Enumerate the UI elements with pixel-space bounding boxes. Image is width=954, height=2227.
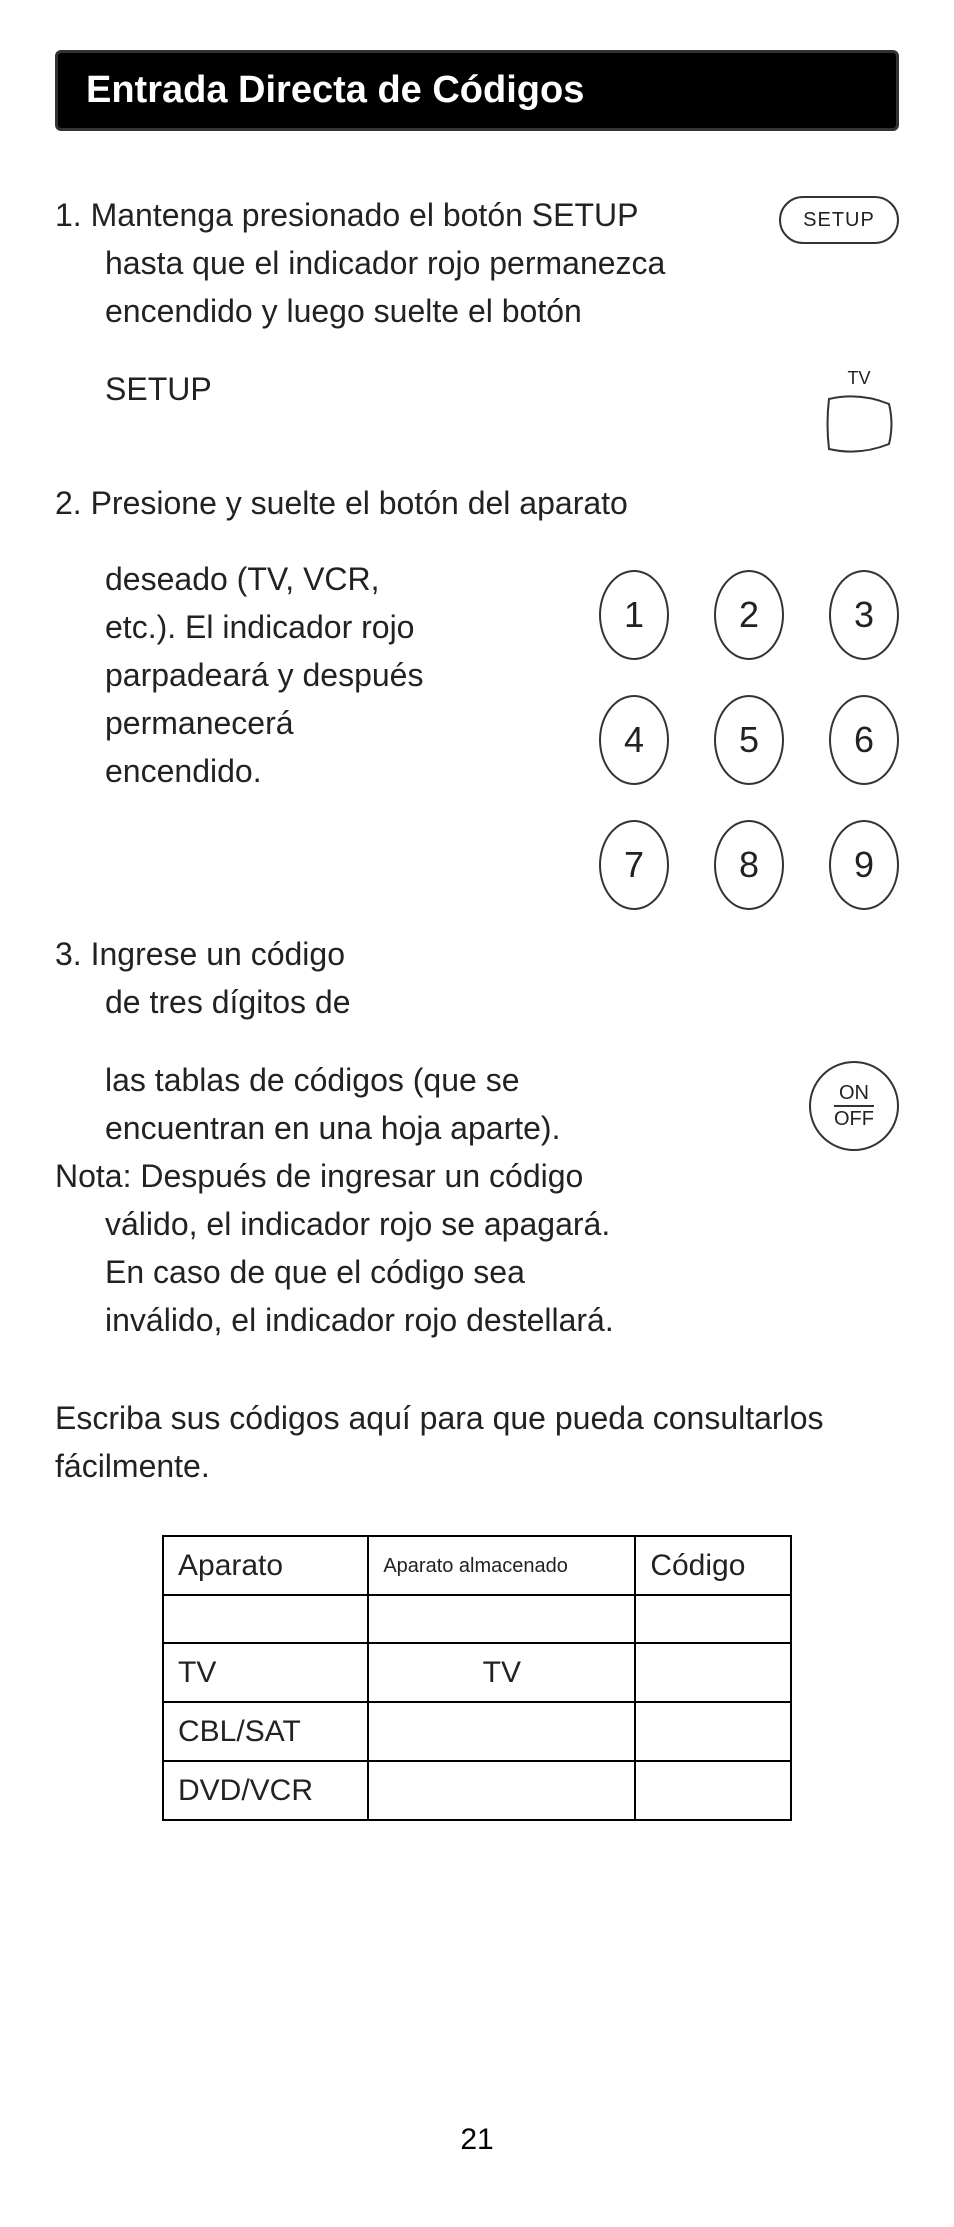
table-row: DVD/VCR xyxy=(163,1761,791,1820)
step2-line1: 2. Presione y suelte el botón del aparat… xyxy=(55,479,899,527)
key-3: 3 xyxy=(829,570,899,660)
table-header-row: Aparato Aparato almacenado Código xyxy=(163,1536,791,1595)
step-1-text: 1. Mantenga presionado el botón SETUP ha… xyxy=(55,191,759,335)
key-8: 8 xyxy=(714,820,784,910)
step3-line1: 3. Ingrese un código xyxy=(55,930,425,978)
setup-button-icon: SETUP xyxy=(779,196,899,244)
step2-keypad-row: deseado (TV, VCR, etc.). El indicador ro… xyxy=(55,555,899,910)
key-1: 1 xyxy=(599,570,669,660)
keypad-row-1: 1 2 3 xyxy=(465,570,899,660)
nota-line4: inválido, el indicador rojo destellará. xyxy=(55,1296,779,1344)
page-title: Entrada Directa de Códigos xyxy=(55,50,899,131)
off-label: OFF xyxy=(834,1108,874,1130)
cell xyxy=(368,1595,635,1643)
tv-icon-block: TV xyxy=(824,365,894,454)
cell xyxy=(368,1702,635,1761)
key-2: 2 xyxy=(714,570,784,660)
cell-dvdvcr: DVD/VCR xyxy=(163,1761,368,1820)
cell xyxy=(635,1702,791,1761)
step1-line1: 1. Mantenga presionado el botón SETUP xyxy=(55,191,759,239)
key-7: 7 xyxy=(599,820,669,910)
th-codigo: Código xyxy=(635,1536,791,1595)
key-5: 5 xyxy=(714,695,784,785)
step2-body: deseado (TV, VCR, etc.). El indicador ro… xyxy=(55,555,435,795)
page-number: 21 xyxy=(0,2123,954,2157)
step4-line1: las tablas de códigos (que se xyxy=(55,1056,779,1104)
content-body: 1. Mantenga presionado el botón SETUP ha… xyxy=(55,191,899,1821)
cell xyxy=(635,1595,791,1643)
cell xyxy=(635,1761,791,1820)
code-table: Aparato Aparato almacenado Código TV TV … xyxy=(162,1535,792,1821)
on-off-button-icon: ON OFF xyxy=(809,1061,899,1151)
step4-line2: encuentran en una hoja aparte). xyxy=(55,1104,779,1152)
keypad: 1 2 3 4 5 6 7 8 9 xyxy=(465,555,899,910)
nota-line3: En caso de que el código sea xyxy=(55,1248,779,1296)
step1-line2: hasta que el indicador rojo permanezca xyxy=(55,239,759,287)
onoff-divider xyxy=(834,1105,874,1107)
cell xyxy=(635,1643,791,1702)
step4-text: las tablas de códigos (que se encuentran… xyxy=(55,1056,779,1344)
setup-tv-row: SETUP TV xyxy=(55,365,899,454)
on-label: ON xyxy=(839,1082,869,1104)
step3-text: 3. Ingrese un código de tres dígitos de xyxy=(55,930,425,1026)
tv-shape-icon xyxy=(824,394,894,454)
cell xyxy=(163,1595,368,1643)
cell-tv: TV xyxy=(163,1643,368,1702)
keypad-row-2: 4 5 6 xyxy=(465,695,899,785)
key-9: 9 xyxy=(829,820,899,910)
table-row xyxy=(163,1595,791,1643)
manual-page: Entrada Directa de Códigos 1. Mantenga p… xyxy=(0,0,954,2227)
key-6: 6 xyxy=(829,695,899,785)
table-row: CBL/SAT xyxy=(163,1702,791,1761)
cell xyxy=(368,1761,635,1820)
step1-line3: encendido y luego suelte el botón xyxy=(55,287,759,335)
step3-line2: de tres dígitos de xyxy=(55,978,425,1026)
write-codes-text: Escriba sus códigos aquí para que pueda … xyxy=(55,1394,899,1490)
key-4: 4 xyxy=(599,695,669,785)
table-row: TV TV xyxy=(163,1643,791,1702)
step4-row: las tablas de códigos (que se encuentran… xyxy=(55,1056,899,1344)
cell-tv-stored: TV xyxy=(368,1643,635,1702)
nota-line2: válido, el indicador rojo se apagará. xyxy=(55,1200,779,1248)
setup-word: SETUP xyxy=(55,365,212,413)
nota-line1: Nota: Después de ingresar un código xyxy=(55,1152,779,1200)
cell-cblsat: CBL/SAT xyxy=(163,1702,368,1761)
step3-row: 3. Ingrese un código de tres dígitos de xyxy=(55,930,899,1026)
step-1-row: 1. Mantenga presionado el botón SETUP ha… xyxy=(55,191,899,335)
th-almacenado: Aparato almacenado xyxy=(368,1536,635,1595)
keypad-row-3: 7 8 9 xyxy=(465,820,899,910)
th-aparato: Aparato xyxy=(163,1536,368,1595)
tv-label: TV xyxy=(847,365,870,392)
